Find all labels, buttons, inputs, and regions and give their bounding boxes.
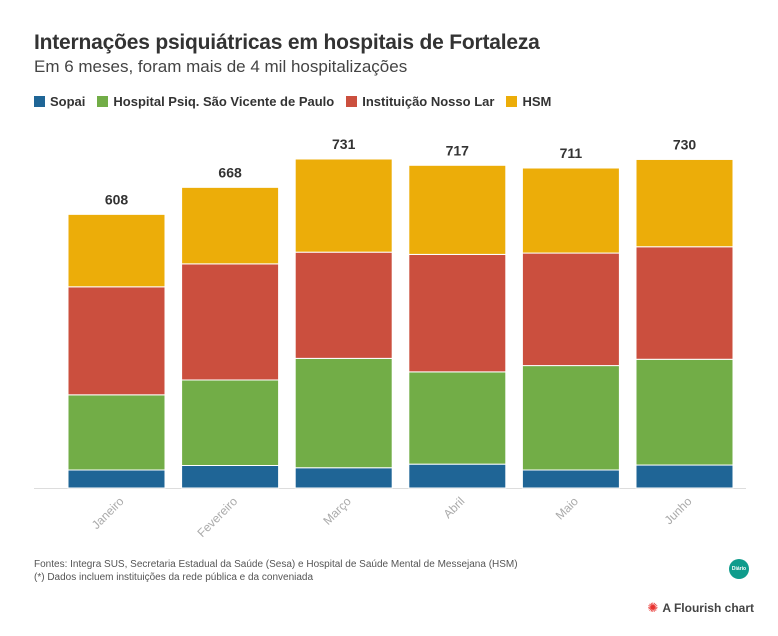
bar-segment-0-3[interactable] xyxy=(67,213,166,288)
x-tick-label: Abril xyxy=(441,494,468,521)
bar-segment-5-0[interactable] xyxy=(635,464,734,489)
legend-swatch xyxy=(346,96,358,107)
legend-swatch xyxy=(34,96,45,107)
bar-segment-1-1[interactable] xyxy=(181,379,280,466)
bar-segment-3-0[interactable] xyxy=(408,463,507,489)
bar-segment-1-2[interactable] xyxy=(181,263,280,381)
legend-item-nosso-lar[interactable]: Instituição Nosso Lar xyxy=(346,94,494,109)
total-label: 730 xyxy=(673,136,697,152)
bar-segment-2-0[interactable] xyxy=(294,467,393,489)
data-note: (*) Dados incluem instituições da rede p… xyxy=(34,572,314,583)
flourish-credit-label: A Flourish chart xyxy=(662,601,754,615)
legend-label: HSM xyxy=(522,94,552,109)
legend-item-sopai[interactable]: Sopai xyxy=(34,94,85,109)
chart-subtitle: Em 6 meses, foram mais de 4 mil hospital… xyxy=(34,57,408,76)
x-tick-label: Janeiro xyxy=(89,494,127,532)
bar-segment-0-0[interactable] xyxy=(67,469,166,489)
flourish-icon: ✺ xyxy=(647,600,659,615)
total-label: 711 xyxy=(560,145,583,161)
bar-segment-0-2[interactable] xyxy=(67,286,166,396)
source-note: Fontes: Integra SUS, Secretaria Estadual… xyxy=(34,559,518,570)
legend-item-sao-vicente[interactable]: Hospital Psiq. São Vicente de Paulo xyxy=(97,94,334,109)
legend-label: Instituição Nosso Lar xyxy=(362,94,495,109)
bar-segment-4-1[interactable] xyxy=(521,365,620,471)
total-label: 668 xyxy=(218,164,242,180)
footer: Fontes: Integra SUS, Secretaria Estadual… xyxy=(34,558,518,584)
legend-swatch xyxy=(97,96,109,107)
total-label: 608 xyxy=(105,191,129,207)
bar-segment-2-3[interactable] xyxy=(294,158,393,253)
legend-label: Sopai xyxy=(50,94,86,109)
legend-label: Hospital Psiq. São Vicente de Paulo xyxy=(113,94,335,109)
bar-segment-3-3[interactable] xyxy=(408,164,507,255)
legend-swatch xyxy=(506,96,518,107)
x-tick-label: Março xyxy=(320,494,354,528)
bar-segment-1-3[interactable] xyxy=(181,186,280,265)
legend-item-hsm[interactable]: HSM xyxy=(506,94,551,109)
bar-segment-4-0[interactable] xyxy=(521,469,620,489)
bar-segment-0-1[interactable] xyxy=(67,394,166,471)
bar-segment-5-3[interactable] xyxy=(635,158,734,248)
stacked-bar-chart: 608 Janeiro 668 Fevereiro 731 Março 717 Abril 71… xyxy=(34,136,746,540)
legend: Sopai Hospital Psiq. São Vicente de Paul… xyxy=(34,94,551,109)
x-tick-label: Maio xyxy=(553,494,582,523)
total-label: 731 xyxy=(332,136,356,152)
chart-title: Internações psiquiátricas em hospitais d… xyxy=(34,31,540,54)
x-tick-label: Junho xyxy=(662,494,695,527)
bar-segment-1-0[interactable] xyxy=(181,464,280,489)
publisher-logo[interactable]: Diário xyxy=(729,559,749,579)
bar-segment-2-2[interactable] xyxy=(294,251,393,359)
bar-segment-5-2[interactable] xyxy=(635,246,734,360)
bar-segment-4-2[interactable] xyxy=(521,252,620,367)
bar-segment-5-1[interactable] xyxy=(635,358,734,466)
bar-segment-2-1[interactable] xyxy=(294,357,393,469)
bar-segment-3-2[interactable] xyxy=(408,253,507,373)
bar-segment-3-1[interactable] xyxy=(408,371,507,465)
x-tick-label: Fevereiro xyxy=(194,494,240,540)
total-label: 717 xyxy=(446,142,470,158)
bar-segment-4-3[interactable] xyxy=(521,167,620,254)
flourish-credit[interactable]: ✺ A Flourish chart xyxy=(648,600,754,616)
